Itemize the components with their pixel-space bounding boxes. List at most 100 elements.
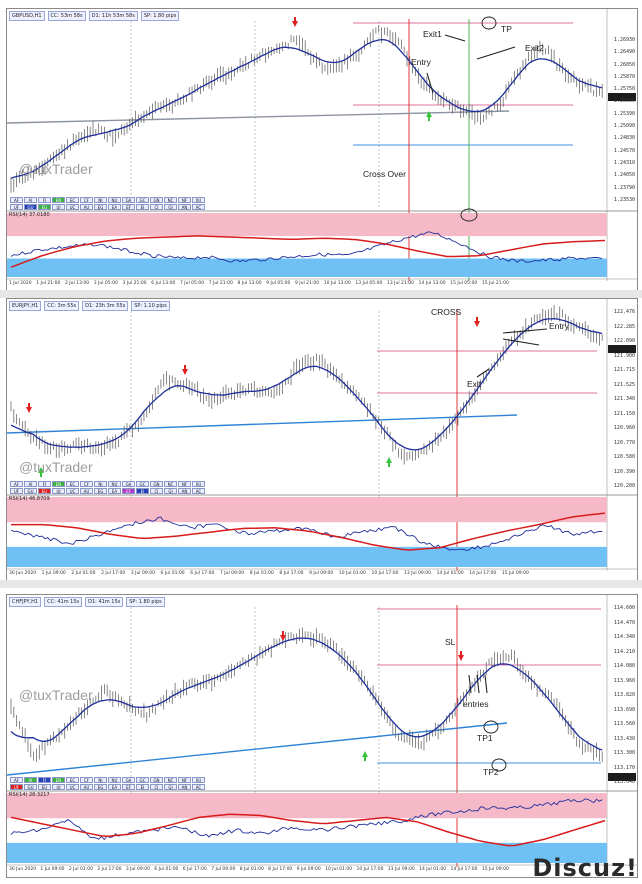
pair-button-gj[interactable]: GJ bbox=[164, 784, 177, 790]
pair-button-ga[interactable]: GA bbox=[122, 481, 135, 487]
pair-button-gn[interactable]: GN bbox=[150, 197, 163, 203]
chart-panel-eurjpy[interactable]: EURJPY,H1 CC: 3m 55s D1: 23h 3m 55s SP: … bbox=[6, 298, 638, 582]
pair-button-ej[interactable]: EJ bbox=[136, 488, 149, 494]
chfjpy-chart-canvas[interactable] bbox=[7, 595, 637, 877]
pair-button-nc[interactable]: NC bbox=[164, 481, 177, 487]
pair-button-nj[interactable]: NJ bbox=[94, 481, 107, 487]
pair-button-uc[interactable]: UC bbox=[66, 204, 79, 210]
pair-button-gn[interactable]: GN bbox=[150, 777, 163, 783]
chart-panel-gbpusd[interactable]: GBPUSD,H1 CC: 53m 58s D1: 11h 53m 58s SP… bbox=[6, 8, 638, 292]
pair-button-uc[interactable]: UC bbox=[66, 784, 79, 790]
pair-button-eu[interactable]: EU bbox=[38, 488, 51, 494]
pair-button-ea[interactable]: EA bbox=[108, 204, 121, 210]
pair-button-cj[interactable]: CJ bbox=[150, 784, 163, 790]
pair-button-nu[interactable]: NU bbox=[108, 777, 121, 783]
pair-button-aj[interactable]: AJ bbox=[24, 481, 37, 487]
pair-button-an[interactable]: AN bbox=[178, 488, 191, 494]
pair-button-nu[interactable]: NU bbox=[108, 481, 121, 487]
rsi-overbought-zone bbox=[7, 213, 607, 237]
annotation-pointer bbox=[468, 674, 472, 694]
pair-button-nf[interactable]: NF bbox=[178, 197, 191, 203]
pair-button-uj[interactable]: UJ bbox=[52, 488, 65, 494]
pair-button-gu[interactable]: GU bbox=[24, 488, 37, 494]
pair-button-an[interactable]: AN bbox=[178, 784, 191, 790]
pair-button-ec[interactable]: EC bbox=[66, 777, 79, 783]
pair-button-ga[interactable]: GA bbox=[122, 777, 135, 783]
pair-selector-grid[interactable]: AF AJ FJ EN EC CF NJ NU GA GC GN NC NF XU UF GU EU UJ UC AU… bbox=[10, 197, 205, 210]
pair-button-nf[interactable]: NF bbox=[178, 481, 191, 487]
pair-button-uj[interactable]: UJ bbox=[52, 204, 65, 210]
pair-button-af[interactable]: AF bbox=[10, 777, 23, 783]
pair-button-gc[interactable]: GC bbox=[136, 481, 149, 487]
pair-button-fj[interactable]: FJ bbox=[38, 481, 51, 487]
pair-button-xu[interactable]: XU bbox=[192, 197, 205, 203]
pair-button-ac[interactable]: AC bbox=[192, 204, 205, 210]
pair-button-au[interactable]: AU bbox=[80, 204, 93, 210]
pair-button-en[interactable]: EN bbox=[52, 777, 65, 783]
pair-button-uf[interactable]: UF bbox=[10, 488, 23, 494]
price-tick-label: 1.23530 bbox=[613, 196, 635, 203]
pair-button-an[interactable]: AN bbox=[178, 204, 191, 210]
pair-button-ef[interactable]: EF bbox=[122, 488, 135, 494]
gbpusd-chart-canvas[interactable] bbox=[7, 9, 637, 291]
chart-panel-chfjpy[interactable]: CHFJPY,H1 CC: 41m 15s D1: 41m 15s SP: 1.… bbox=[6, 594, 638, 878]
pair-button-nj[interactable]: NJ bbox=[94, 777, 107, 783]
pair-button-gu[interactable]: GU bbox=[24, 204, 37, 210]
pair-button-aj[interactable]: AJ bbox=[24, 197, 37, 203]
pair-button-ea[interactable]: EA bbox=[108, 488, 121, 494]
pair-button-en[interactable]: EN bbox=[52, 481, 65, 487]
pair-button-nc[interactable]: NC bbox=[164, 197, 177, 203]
pair-button-nu[interactable]: NU bbox=[108, 197, 121, 203]
pair-button-cf[interactable]: CF bbox=[80, 481, 93, 487]
pair-button-cj[interactable]: CJ bbox=[150, 488, 163, 494]
pair-button-eg[interactable]: EG bbox=[94, 784, 107, 790]
pair-button-eg[interactable]: EG bbox=[94, 204, 107, 210]
pair-button-ej[interactable]: EJ bbox=[136, 204, 149, 210]
pair-button-nc[interactable]: NC bbox=[164, 777, 177, 783]
pair-button-ef[interactable]: EF bbox=[122, 784, 135, 790]
pair-selector-grid[interactable]: AF AJ FJ EN EC CF NJ NU GA GC GN NC NF XU UF GU EU UJ UC AU… bbox=[10, 777, 205, 790]
pair-button-uj[interactable]: UJ bbox=[52, 784, 65, 790]
pair-button-ec[interactable]: EC bbox=[66, 481, 79, 487]
pair-button-eu[interactable]: EU bbox=[38, 204, 51, 210]
price-tick-label: 120.770 bbox=[613, 439, 635, 446]
pair-button-gc[interactable]: GC bbox=[136, 197, 149, 203]
pair-button-au[interactable]: AU bbox=[80, 784, 93, 790]
pair-button-aj[interactable]: AJ bbox=[24, 777, 37, 783]
pair-button-ej[interactable]: EJ bbox=[136, 784, 149, 790]
pair-button-fj[interactable]: FJ bbox=[38, 197, 51, 203]
pair-button-gj[interactable]: GJ bbox=[164, 204, 177, 210]
pair-selector-grid[interactable]: AF AJ FJ EN EC CF NJ NU GA GC GN NC NF XU UF GU EU UJ UC AU… bbox=[10, 481, 205, 494]
pair-button-en[interactable]: EN bbox=[52, 197, 65, 203]
pair-button-au[interactable]: AU bbox=[80, 488, 93, 494]
pair-button-gj[interactable]: GJ bbox=[164, 488, 177, 494]
pair-button-xu[interactable]: XU bbox=[192, 481, 205, 487]
pair-button-ga[interactable]: GA bbox=[122, 197, 135, 203]
pair-button-gn[interactable]: GN bbox=[150, 481, 163, 487]
time-tick-label: 8 Jul 17:00 bbox=[279, 571, 304, 576]
pair-button-uf[interactable]: UF bbox=[10, 204, 23, 210]
pair-button-cj[interactable]: CJ bbox=[150, 204, 163, 210]
pair-button-gu[interactable]: GU bbox=[24, 784, 37, 790]
pair-button-ea[interactable]: EA bbox=[108, 784, 121, 790]
pair-button-ef[interactable]: EF bbox=[122, 204, 135, 210]
pair-button-af[interactable]: AF bbox=[10, 197, 23, 203]
pair-button-ec[interactable]: EC bbox=[66, 197, 79, 203]
pair-button-af[interactable]: AF bbox=[10, 481, 23, 487]
pair-button-ac[interactable]: AC bbox=[192, 488, 205, 494]
pair-button-xu[interactable]: XU bbox=[192, 777, 205, 783]
pair-button-eg[interactable]: EG bbox=[94, 488, 107, 494]
pair-button-nj[interactable]: NJ bbox=[94, 197, 107, 203]
pair-button-nf[interactable]: NF bbox=[178, 777, 191, 783]
pair-button-fj[interactable]: FJ bbox=[38, 777, 51, 783]
time-tick-label: 2 Jul 01:00 bbox=[68, 867, 94, 872]
pair-button-cf[interactable]: CF bbox=[80, 197, 93, 203]
pair-button-cf[interactable]: CF bbox=[80, 777, 93, 783]
pair-button-ac[interactable]: AC bbox=[192, 784, 205, 790]
pair-button-uf[interactable]: UF bbox=[10, 784, 23, 790]
pair-button-eu[interactable]: EU bbox=[38, 784, 51, 790]
pair-button-uc[interactable]: UC bbox=[66, 488, 79, 494]
eurjpy-chart-canvas[interactable] bbox=[7, 299, 637, 581]
rsi-overbought-zone bbox=[7, 497, 607, 523]
pair-button-gc[interactable]: GC bbox=[136, 777, 149, 783]
